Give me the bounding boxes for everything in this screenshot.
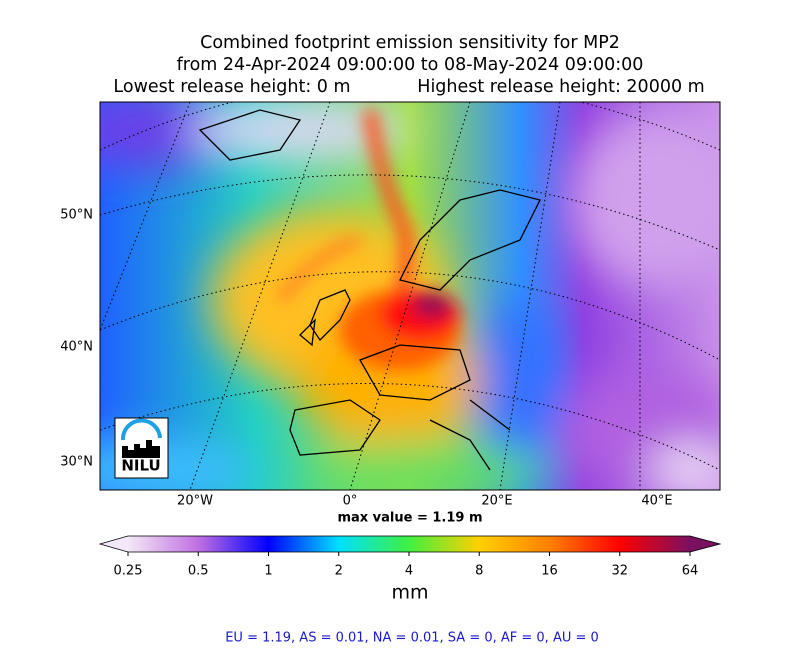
lon-label: 0°	[343, 494, 358, 509]
lowest-release: Lowest release height: 0 m	[113, 77, 350, 97]
lon-label: 40°E	[641, 494, 672, 509]
colorbar-tick-label: 64	[682, 564, 699, 579]
colorbar-tick-label: 8	[475, 564, 483, 579]
colorbar: 0.25 0.5 1 2 4 8 16 32 64	[98, 535, 722, 579]
lon-label: 20°E	[481, 494, 512, 509]
colorbar-tick-label: 32	[611, 564, 628, 579]
colorbar-tick-label: 0.5	[188, 564, 209, 579]
period: from 24-Apr-2024 09:00:00 to 08-May-2024…	[177, 55, 644, 75]
lat-label: 30°N	[60, 455, 93, 470]
colorbar-tick-label: 1	[264, 564, 272, 579]
colorbar-body	[128, 536, 690, 552]
lon-label: 20°W	[177, 494, 213, 509]
footer: EU = 1.19, AS = 0.01, NA = 0.01, SA = 0,…	[225, 631, 599, 646]
colorbar-unit: mm	[391, 582, 428, 604]
colorbar-tick-label: 16	[541, 564, 558, 579]
max-value: max value = 1.19 m	[337, 511, 482, 526]
colorbar-tick-label: 0.25	[114, 564, 143, 579]
logo: NILU	[114, 417, 169, 479]
colorbar-tick-label: 4	[405, 564, 413, 579]
colorbar-tick-label: 2	[335, 564, 343, 579]
map	[100, 102, 720, 490]
title: Combined footprint emission sensitivity …	[200, 33, 620, 53]
logo-text: NILU	[121, 457, 160, 475]
colorbar-extend-high	[690, 536, 720, 552]
highest-release: Highest release height: 20000 m	[417, 77, 704, 97]
lat-label: 50°N	[60, 208, 93, 223]
lat-label: 40°N	[60, 340, 93, 355]
map-frame	[99, 101, 721, 491]
colorbar-extend-low	[100, 536, 128, 552]
